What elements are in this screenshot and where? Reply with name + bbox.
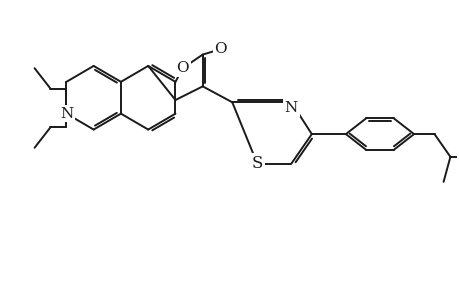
Text: N: N [284, 101, 297, 115]
Text: O: O [214, 42, 227, 56]
Text: N: N [60, 106, 73, 121]
Text: O: O [176, 61, 189, 75]
Text: S: S [251, 155, 263, 172]
